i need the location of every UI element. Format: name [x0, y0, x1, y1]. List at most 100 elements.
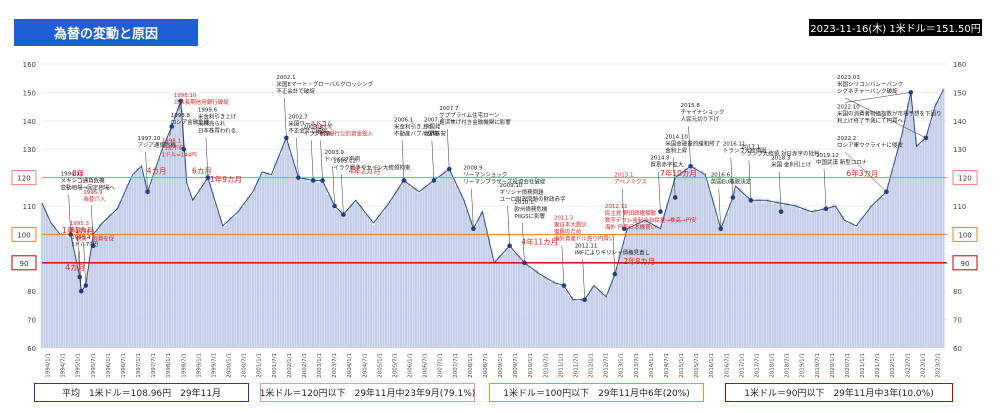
bar — [861, 216, 865, 348]
bar — [334, 209, 337, 348]
footer-below-100: 1米ドル＝100円以下 29年11月中6年(20%) — [489, 383, 704, 402]
y-tick-label-right: 60 — [953, 345, 962, 353]
reference-box-left — [11, 255, 37, 271]
reference-box-right — [952, 226, 978, 242]
period-label: 6カ月 — [192, 166, 212, 175]
bar — [126, 184, 129, 348]
event-annotation-text: 2012.11 — [605, 204, 628, 210]
reference-label-left: 120 — [17, 175, 30, 183]
event-annotation-text: 復興のため — [554, 228, 582, 236]
bar — [427, 186, 430, 348]
bar — [404, 179, 408, 348]
event-annotation-text: 人民元切り下げ — [681, 115, 720, 123]
bar — [239, 207, 242, 348]
event-annotation-text: 1998.1 — [162, 138, 181, 144]
bar — [658, 229, 661, 348]
event-annotation-text: リーマンブラザーズ投資会社破綻 — [463, 178, 546, 186]
event-annotation-text: アジア通貨危機 — [138, 141, 177, 149]
event-annotation-text: 2017.1 — [741, 144, 760, 150]
bar — [535, 269, 538, 348]
bar — [178, 104, 182, 349]
bar — [703, 173, 706, 348]
bar — [467, 214, 470, 348]
event-annotation-text: 為替介入 — [70, 226, 93, 234]
y-tick-label-right: 70 — [953, 317, 962, 325]
bar — [420, 192, 423, 348]
event-annotation-text: 2003.6 — [313, 124, 333, 130]
bar — [372, 225, 375, 348]
bar — [442, 170, 445, 348]
bar — [214, 203, 217, 348]
period-label: 1年9カ月 — [210, 174, 242, 184]
reference-box-right — [952, 170, 978, 186]
bar — [141, 172, 144, 348]
event-annotation-text: 海外資産ドル売り円買い — [554, 235, 615, 243]
bar — [799, 209, 802, 348]
bar — [907, 102, 910, 348]
bar — [839, 213, 842, 348]
bar — [625, 228, 629, 348]
bar — [349, 203, 352, 348]
event-annotation-text: 2007.7 — [439, 106, 459, 112]
exchange-rate-chart: 60 60 70 70 80 80 90 90 100 100 110 110 120 120 130 130… — [11, 61, 978, 378]
event-leader — [341, 174, 344, 215]
bar — [593, 286, 596, 348]
bar — [568, 296, 571, 348]
event-leader — [77, 236, 80, 278]
bar — [291, 159, 295, 348]
event-marker — [83, 283, 89, 288]
bar — [189, 193, 192, 348]
bar — [244, 203, 247, 348]
bar — [595, 290, 599, 348]
bar — [753, 202, 757, 348]
period-label: 4カ月 — [65, 263, 85, 272]
bar — [530, 270, 533, 348]
event-leader — [612, 234, 616, 275]
x-tick-label: 1998/1/1 — [166, 353, 172, 378]
bar — [201, 183, 204, 348]
bar — [261, 174, 265, 348]
bar — [522, 263, 526, 348]
x-tick-label: 1996/1/1 — [106, 353, 112, 378]
event-annotation-text: 2003.3 — [303, 124, 323, 130]
bar — [728, 203, 732, 348]
bar — [103, 223, 106, 348]
bar — [221, 225, 224, 348]
bar — [809, 213, 812, 348]
bar — [924, 135, 927, 348]
bar — [211, 191, 214, 348]
period-label: 1年1カ月 — [62, 225, 94, 235]
reference-label-left: 100 — [17, 231, 30, 239]
event-annotation-text: 1995.3 — [70, 221, 90, 227]
bar — [615, 266, 619, 348]
bar — [751, 201, 754, 348]
x-tick-label: 1995/7/1 — [91, 353, 97, 378]
bar — [932, 111, 935, 348]
bar — [801, 208, 804, 348]
y-tick-label-right: 80 — [953, 288, 962, 296]
event-annotation-text: 2011.3 — [554, 216, 574, 222]
bar — [686, 169, 689, 348]
bar — [470, 220, 473, 348]
bar — [445, 172, 448, 348]
event-annotation-text: 2003.9 — [325, 150, 345, 156]
y-tick-label-right: 160 — [953, 61, 966, 69]
bar — [512, 252, 516, 348]
x-tick-label: 2004/1/1 — [347, 353, 353, 378]
bar — [726, 213, 729, 348]
bar — [879, 195, 882, 348]
bar — [666, 203, 669, 348]
event-leader — [778, 171, 782, 212]
bar — [339, 209, 342, 348]
bar — [500, 254, 503, 348]
bar — [859, 218, 862, 348]
event-leader — [507, 205, 510, 246]
x-tick-label: 2010/1/1 — [528, 353, 534, 378]
bar — [307, 181, 310, 348]
x-tick-label: 2016/1/1 — [709, 353, 715, 378]
bar — [563, 283, 566, 348]
bar — [904, 115, 907, 348]
bar — [816, 211, 819, 348]
bar — [887, 183, 890, 348]
bar — [902, 130, 905, 348]
